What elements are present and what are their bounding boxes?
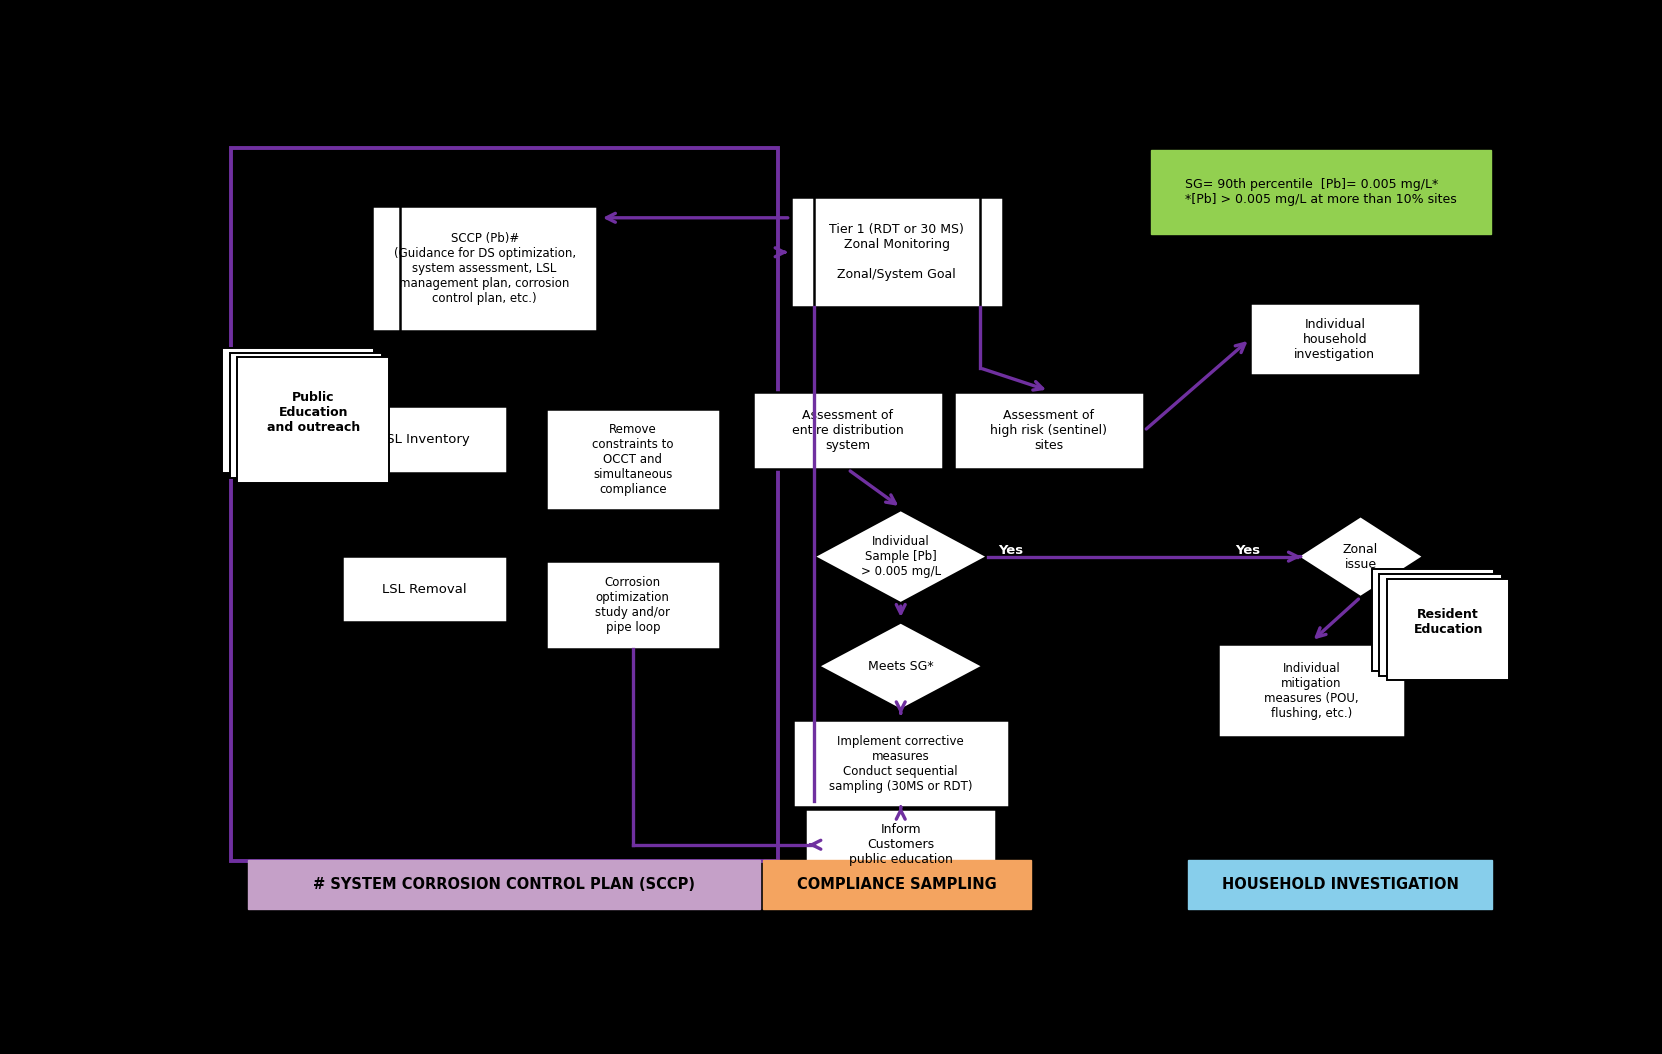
FancyBboxPatch shape [342, 555, 507, 622]
Text: Individual
Sample [Pb]
> 0.005 mg/L: Individual Sample [Pb] > 0.005 mg/L [861, 535, 941, 578]
Text: Yes: Yes [997, 544, 1024, 557]
FancyBboxPatch shape [1218, 644, 1404, 737]
Text: LSL Removal: LSL Removal [382, 583, 467, 596]
FancyBboxPatch shape [342, 407, 507, 473]
FancyBboxPatch shape [753, 392, 944, 469]
Text: Zonal
issue: Zonal issue [1343, 543, 1378, 570]
Polygon shape [1298, 516, 1424, 598]
Text: # SYSTEM CORROSION CONTROL PLAN (SCCP): # SYSTEM CORROSION CONTROL PLAN (SCCP) [312, 877, 695, 892]
FancyBboxPatch shape [1379, 574, 1501, 676]
FancyBboxPatch shape [223, 348, 374, 473]
FancyBboxPatch shape [793, 720, 1009, 807]
Text: Tier 1 (RDT or 30 MS)
Zonal Monitoring

Zonal/System Goal: Tier 1 (RDT or 30 MS) Zonal Monitoring Z… [829, 223, 964, 281]
Text: SG= 90th percentile  [Pb]= 0.005 mg/L*
*[Pb] > 0.005 mg/L at more than 10% sites: SG= 90th percentile [Pb]= 0.005 mg/L* *[… [1185, 178, 1456, 207]
FancyBboxPatch shape [954, 392, 1143, 469]
FancyBboxPatch shape [1150, 150, 1491, 234]
Polygon shape [818, 622, 984, 710]
Text: Meets SG*: Meets SG* [868, 660, 934, 672]
Text: Public
Education
and outreach: Public Education and outreach [266, 391, 361, 433]
Text: Assessment of
high risk (sentinel)
sites: Assessment of high risk (sentinel) sites [991, 409, 1107, 452]
FancyBboxPatch shape [1188, 860, 1492, 909]
FancyBboxPatch shape [791, 197, 1004, 307]
Text: Inform
Customers
public education: Inform Customers public education [849, 823, 952, 866]
Text: HOUSEHOLD INVESTIGATION: HOUSEHOLD INVESTIGATION [1222, 877, 1458, 892]
Text: Individual
household
investigation: Individual household investigation [1295, 317, 1374, 360]
FancyBboxPatch shape [806, 809, 996, 880]
Text: Remove
constraints to
OCCT and
simultaneous
compliance: Remove constraints to OCCT and simultane… [592, 423, 673, 495]
Text: Assessment of
entire distribution
system: Assessment of entire distribution system [793, 409, 904, 452]
FancyBboxPatch shape [238, 357, 389, 483]
Text: Implement corrective
measures
Conduct sequential
sampling (30MS or RDT): Implement corrective measures Conduct se… [829, 735, 972, 793]
FancyBboxPatch shape [545, 409, 720, 510]
Text: COMPLIANCE SAMPLING: COMPLIANCE SAMPLING [798, 877, 997, 892]
Text: Corrosion
optimization
study and/or
pipe loop: Corrosion optimization study and/or pipe… [595, 577, 670, 635]
FancyBboxPatch shape [372, 206, 597, 331]
Text: Individual
mitigation
measures (POU,
flushing, etc.): Individual mitigation measures (POU, flu… [1265, 662, 1360, 720]
FancyBboxPatch shape [1371, 569, 1494, 670]
FancyBboxPatch shape [1388, 579, 1509, 681]
FancyBboxPatch shape [1250, 304, 1419, 375]
FancyBboxPatch shape [248, 860, 760, 909]
Text: SCCP (Pb)#
(Guidance for DS optimization,
system assessment, LSL
management plan: SCCP (Pb)# (Guidance for DS optimization… [394, 232, 575, 305]
FancyBboxPatch shape [545, 562, 720, 649]
Text: Resident
Education: Resident Education [1413, 607, 1483, 636]
Text: Yes: Yes [1235, 544, 1261, 557]
FancyBboxPatch shape [229, 352, 382, 479]
Text: LSL Inventory: LSL Inventory [379, 433, 470, 446]
Polygon shape [814, 510, 987, 603]
FancyBboxPatch shape [763, 860, 1030, 909]
